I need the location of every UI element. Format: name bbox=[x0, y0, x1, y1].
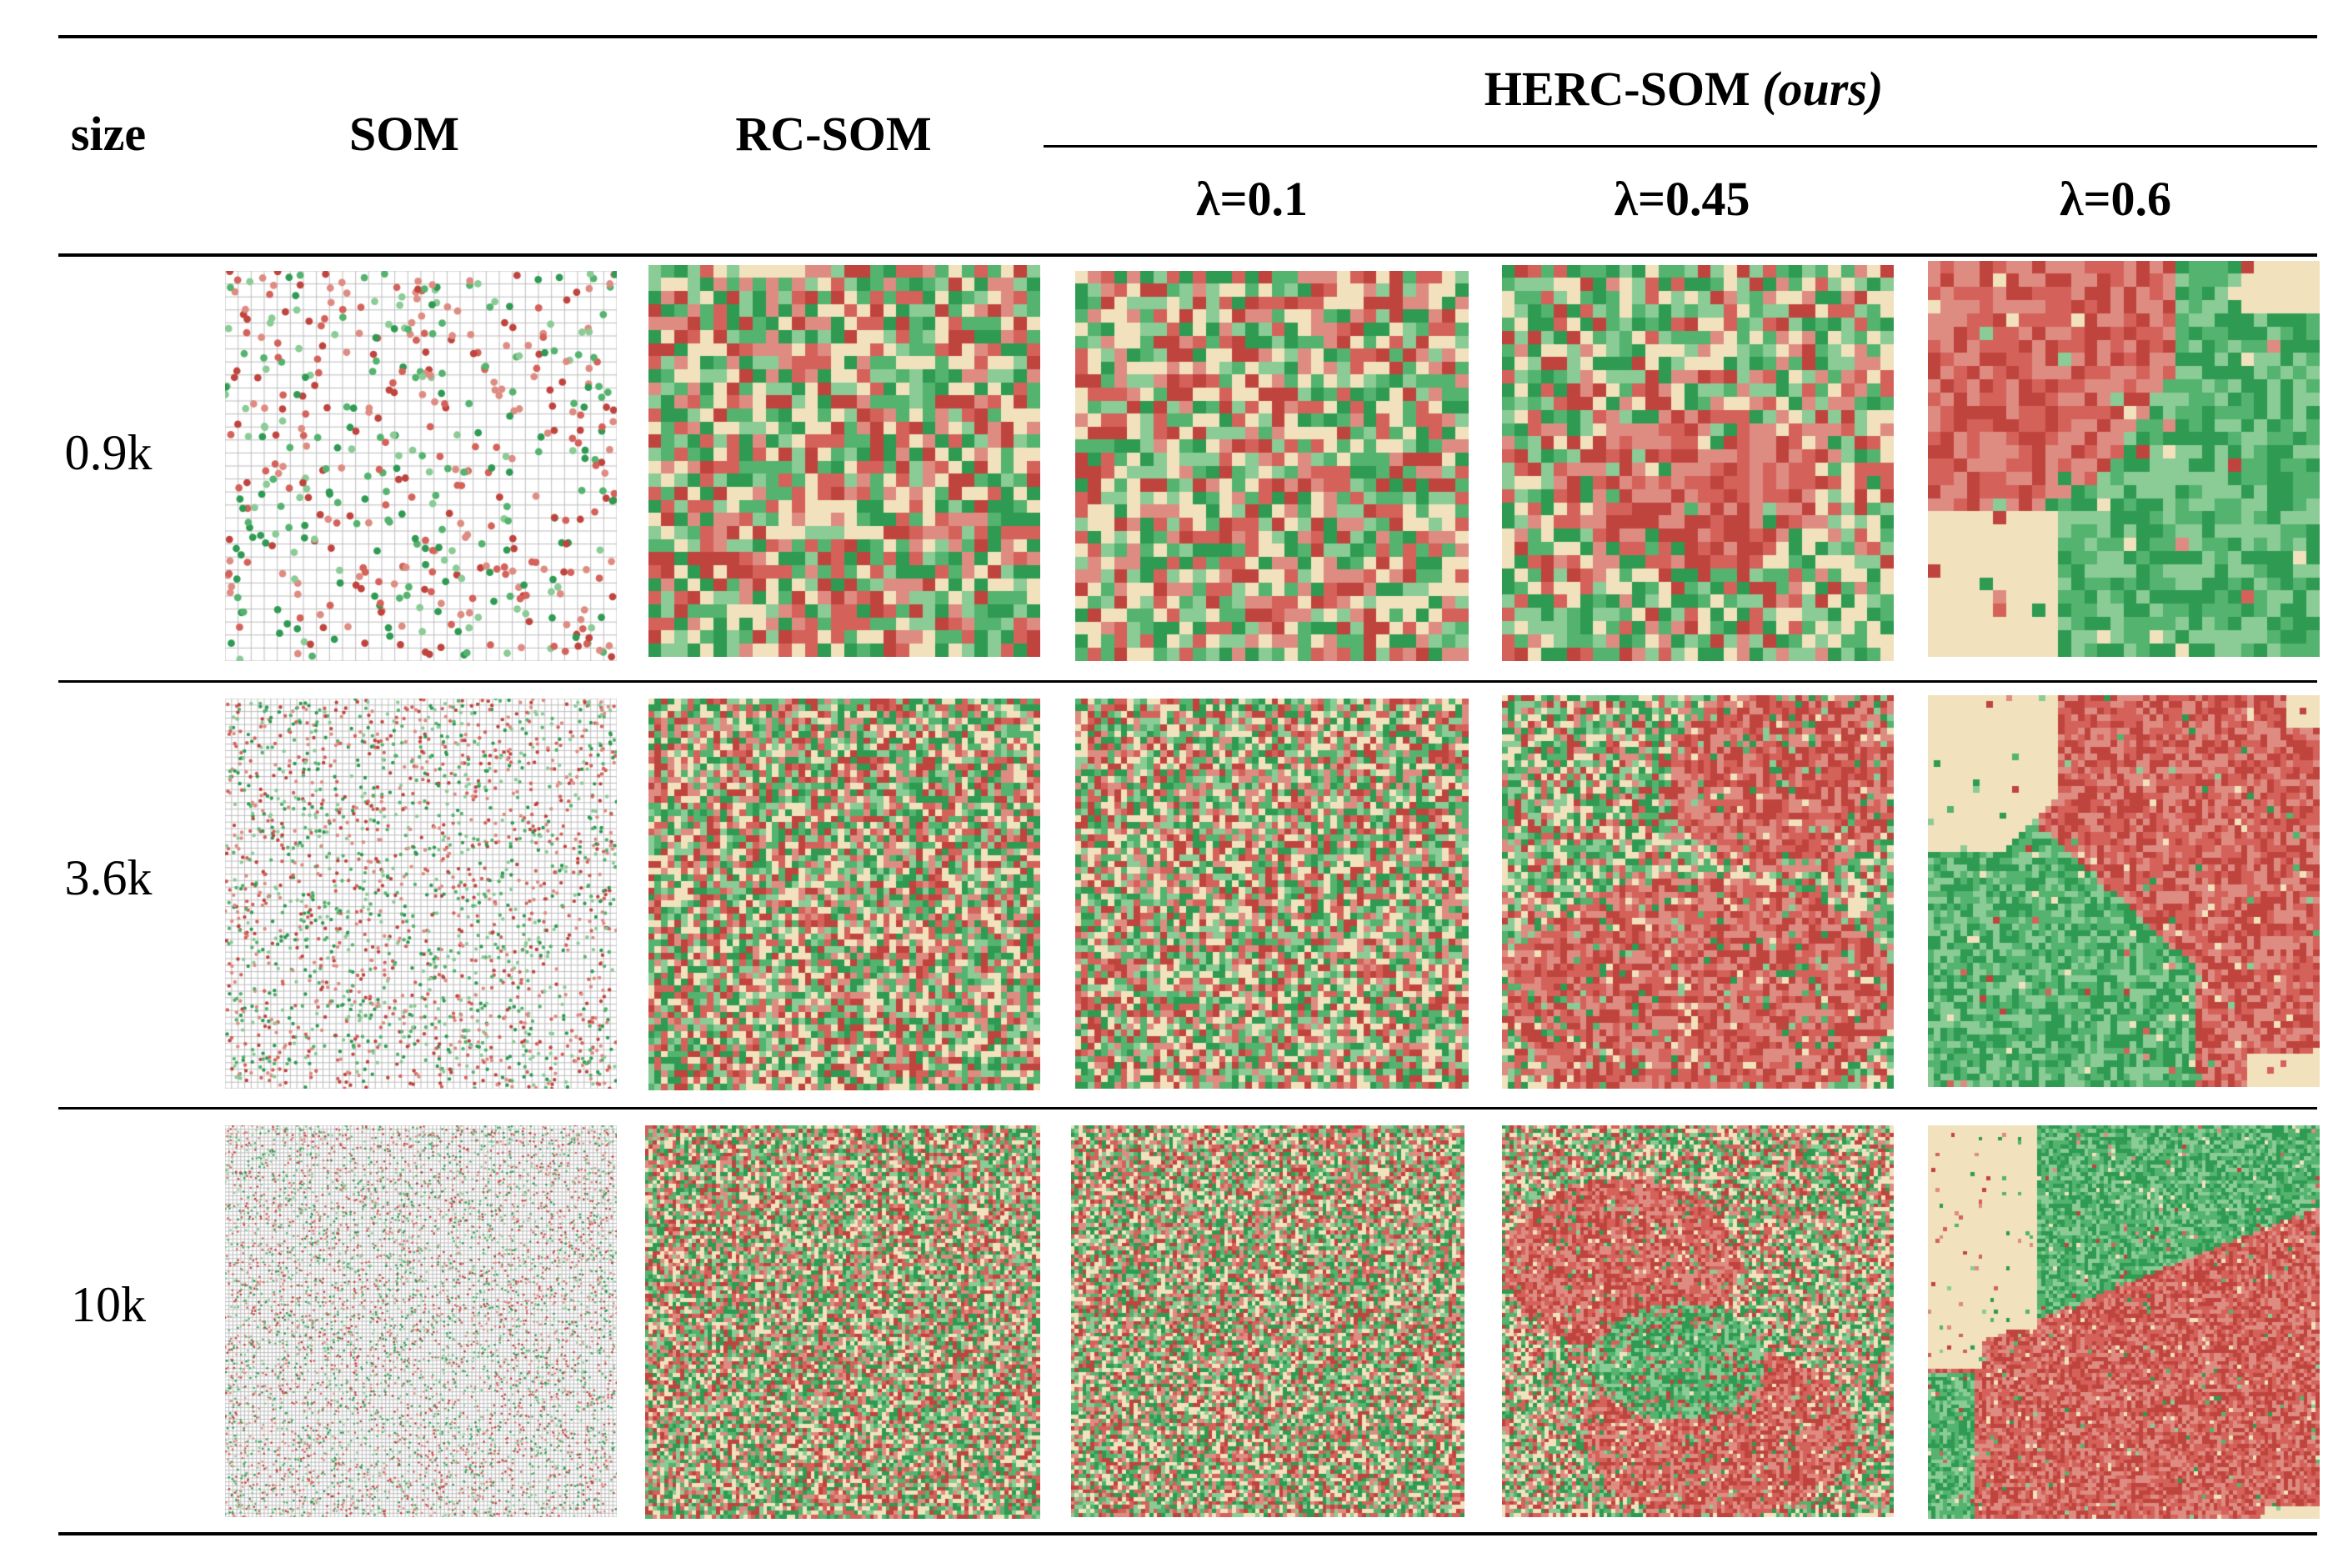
som-map-10k bbox=[225, 1125, 617, 1517]
rc-som-map-0-9k bbox=[648, 265, 1040, 657]
row-label-0-9k: 0.9k bbox=[64, 425, 153, 480]
herc-som-map-0-9k-lambda-0-45 bbox=[1502, 265, 1894, 661]
header-bottom-rule bbox=[58, 253, 2317, 257]
herc-som-map-10k-lambda-0-6 bbox=[1928, 1125, 2320, 1519]
row-divider-2 bbox=[58, 1107, 2317, 1110]
herc-som-map-3-6k-lambda-0-45 bbox=[1502, 695, 1894, 1089]
header-rc-som: RC-SOM bbox=[735, 107, 932, 161]
rc-som-map-3-6k bbox=[648, 699, 1040, 1090]
header-lambda-2: λ=0.45 bbox=[1614, 172, 1750, 226]
header-som: SOM bbox=[348, 107, 460, 161]
herc-som-title: HERC-SOM bbox=[1484, 62, 1763, 116]
herc-som-map-3-6k-lambda-0-1 bbox=[1075, 699, 1469, 1089]
rc-som-map-10k bbox=[645, 1125, 1040, 1519]
header-lambda-1: λ=0.1 bbox=[1195, 172, 1309, 226]
herc-som-ours: (ours) bbox=[1762, 62, 1884, 116]
header-herc-som: HERC-SOM (ours) bbox=[1250, 65, 2117, 113]
herc-som-map-3-6k-lambda-0-6 bbox=[1928, 695, 2320, 1087]
som-map-0-9k bbox=[225, 271, 617, 661]
table-top-rule bbox=[58, 35, 2317, 38]
som-map-3-6k bbox=[225, 699, 617, 1089]
herc-som-map-0-9k-lambda-0-6 bbox=[1928, 261, 2320, 657]
row-divider-1 bbox=[58, 680, 2317, 683]
header-lambda-3: λ=0.6 bbox=[2059, 172, 2172, 226]
header-size: size bbox=[70, 107, 147, 161]
row-label-10k: 10k bbox=[71, 1277, 146, 1332]
herc-som-map-10k-lambda-0-45 bbox=[1502, 1125, 1894, 1517]
herc-som-underline bbox=[1044, 145, 2317, 148]
herc-som-map-10k-lambda-0-1 bbox=[1071, 1125, 1464, 1517]
table-bottom-rule bbox=[58, 1532, 2317, 1535]
row-label-3-6k: 3.6k bbox=[64, 850, 153, 905]
herc-som-map-0-9k-lambda-0-1 bbox=[1075, 271, 1469, 661]
